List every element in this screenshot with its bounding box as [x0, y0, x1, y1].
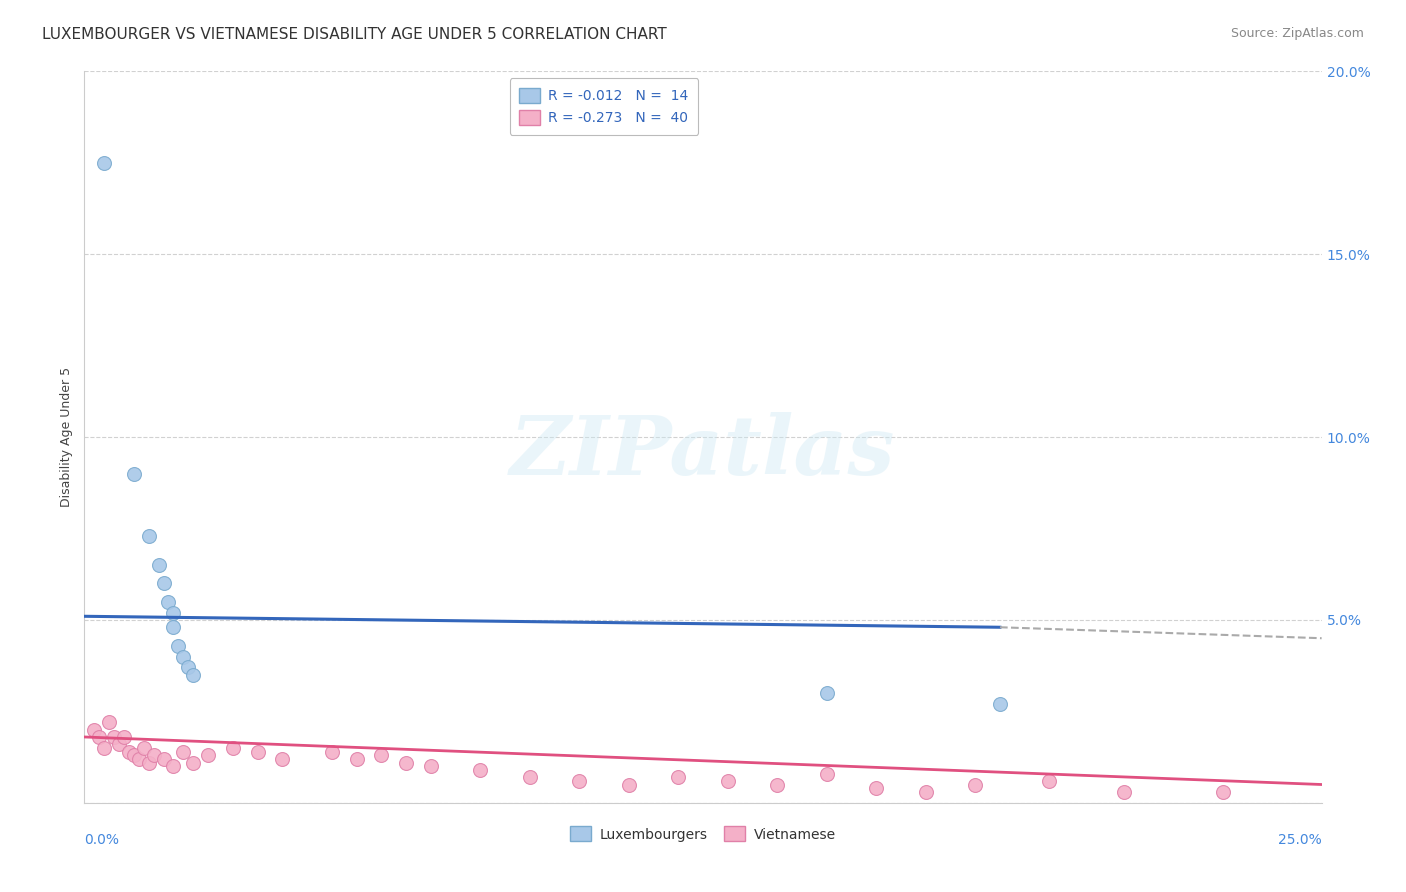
Point [122, 748, 145, 763]
Point [108, 737, 131, 751]
Point [152, 752, 174, 766]
Point [89, 730, 111, 744]
Point [197, 748, 219, 763]
Point [122, 467, 145, 481]
Point [617, 778, 640, 792]
Text: 25.0%: 25.0% [1278, 833, 1322, 847]
Text: ZIPatlas: ZIPatlas [510, 412, 896, 491]
Point [519, 770, 541, 784]
Text: LUXEMBOURGER VS VIETNAMESE DISABILITY AGE UNDER 5 CORRELATION CHART: LUXEMBOURGER VS VIETNAMESE DISABILITY AG… [42, 27, 666, 42]
Point [470, 763, 492, 777]
Point [271, 752, 294, 766]
Point [172, 649, 194, 664]
Point [93, 156, 115, 170]
Point [965, 778, 987, 792]
Point [162, 759, 184, 773]
Point [103, 730, 125, 744]
Point [717, 773, 740, 788]
Point [321, 745, 343, 759]
Point [346, 752, 368, 766]
Point [988, 697, 1011, 711]
Point [246, 745, 269, 759]
Point [83, 723, 105, 737]
Point [142, 748, 165, 763]
Point [98, 715, 121, 730]
Point [177, 660, 200, 674]
Point [118, 745, 141, 759]
Point [148, 558, 170, 573]
Text: 0.0%: 0.0% [84, 833, 120, 847]
Point [222, 740, 245, 755]
Point [138, 756, 160, 770]
Point [815, 686, 838, 700]
Point [865, 781, 887, 796]
Point [181, 756, 204, 770]
Point [93, 740, 115, 755]
Text: Source: ZipAtlas.com: Source: ZipAtlas.com [1230, 27, 1364, 40]
Point [128, 752, 150, 766]
Point [152, 576, 174, 591]
Point [1212, 785, 1234, 799]
Point [370, 748, 392, 763]
Point [914, 785, 936, 799]
Point [815, 766, 838, 780]
Point [181, 667, 204, 681]
Point [132, 740, 155, 755]
Y-axis label: Disability Age Under 5: Disability Age Under 5 [60, 367, 73, 508]
Point [157, 594, 180, 608]
Point [419, 759, 441, 773]
Point [112, 730, 135, 744]
Point [162, 606, 184, 620]
Point [568, 773, 591, 788]
Point [172, 745, 194, 759]
Point [1038, 773, 1060, 788]
Point [766, 778, 789, 792]
Point [167, 639, 190, 653]
Point [395, 756, 418, 770]
Point [162, 620, 184, 634]
Legend: Luxembourgers, Vietnamese: Luxembourgers, Vietnamese [565, 821, 841, 847]
Point [666, 770, 689, 784]
Point [138, 529, 160, 543]
Point [1112, 785, 1135, 799]
